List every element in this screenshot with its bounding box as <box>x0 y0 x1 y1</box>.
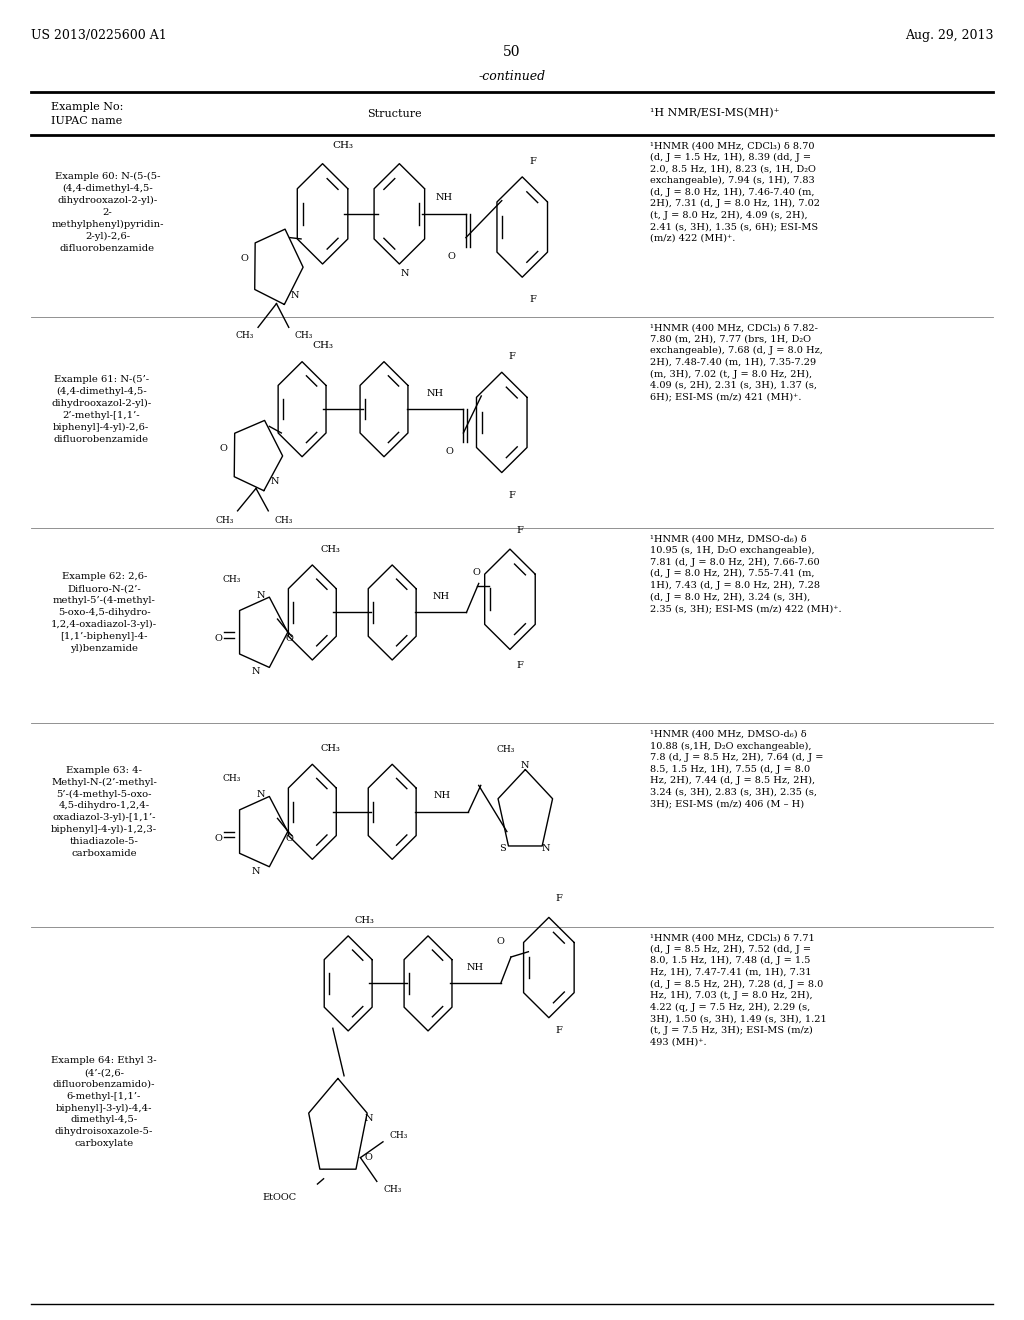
Text: Structure: Structure <box>367 108 422 119</box>
Text: Example 61: N-(5’-
(4,4-dimethyl-4,5-
dihydrooxazol-2-yl)-
2’-methyl-[1,1’-
biph: Example 61: N-(5’- (4,4-dimethyl-4,5- di… <box>51 375 152 444</box>
Text: O: O <box>445 447 453 455</box>
Text: N: N <box>257 591 265 599</box>
Text: F: F <box>509 491 515 499</box>
Text: CH₃: CH₃ <box>236 331 254 339</box>
Text: N: N <box>365 1114 373 1122</box>
Text: ¹HNMR (400 MHz, CDCl₃) δ 7.82-
7.80 (m, 2H), 7.77 (brs, 1H, D₂O
exchangeable), 7: ¹HNMR (400 MHz, CDCl₃) δ 7.82- 7.80 (m, … <box>650 323 823 401</box>
Text: S: S <box>500 845 506 853</box>
Text: O: O <box>214 834 222 842</box>
Text: O: O <box>214 635 222 643</box>
Text: NH: NH <box>432 593 450 601</box>
Text: N: N <box>521 762 529 770</box>
Text: O: O <box>497 937 505 945</box>
Text: N: N <box>257 791 265 799</box>
Text: 50: 50 <box>503 45 521 59</box>
Text: Example 62: 2,6-
Difluoro-N-(2’-
methyl-5’-(4-methyl-
5-oxo-4,5-dihydro-
1,2,4-o: Example 62: 2,6- Difluoro-N-(2’- methyl-… <box>51 573 158 652</box>
Text: F: F <box>509 352 515 360</box>
Text: N: N <box>252 668 260 676</box>
Text: O: O <box>473 569 480 577</box>
Text: CH₃: CH₃ <box>222 775 241 783</box>
Text: O: O <box>241 255 249 263</box>
Text: ¹HNMR (400 MHz, DMSO-d₆) δ
10.95 (s, 1H, D₂O exchangeable),
7.81 (d, J = 8.0 Hz,: ¹HNMR (400 MHz, DMSO-d₆) δ 10.95 (s, 1H,… <box>650 535 842 614</box>
Text: F: F <box>529 157 536 165</box>
Text: CH₃: CH₃ <box>312 342 333 350</box>
Text: Example 63: 4-
Methyl-N-(2’-methyl-
5’-(4-methyl-5-oxo-
4,5-dihydro-1,2,4-
oxadi: Example 63: 4- Methyl-N-(2’-methyl- 5’-(… <box>51 766 158 858</box>
Text: CH₃: CH₃ <box>274 516 293 524</box>
Text: NH: NH <box>433 792 451 800</box>
Text: ¹HNMR (400 MHz, CDCl₃) δ 7.71
(d, J = 8.5 Hz, 2H), 7.52 (dd, J =
8.0, 1.5 Hz, 1H: ¹HNMR (400 MHz, CDCl₃) δ 7.71 (d, J = 8.… <box>650 933 827 1047</box>
Text: N: N <box>252 867 260 875</box>
Text: NH: NH <box>467 964 483 972</box>
Text: CH₃: CH₃ <box>321 744 341 752</box>
Text: -continued: -continued <box>478 70 546 83</box>
Text: Example 60: N-(5-(5-
(4,4-dimethyl-4,5-
dihydrooxazol-2-yl)-
2-
methylphenyl)pyr: Example 60: N-(5-(5- (4,4-dimethyl-4,5- … <box>51 172 164 253</box>
Text: CH₃: CH₃ <box>384 1185 402 1193</box>
Text: CH₃: CH₃ <box>215 516 233 524</box>
Text: NH: NH <box>435 194 453 202</box>
Text: O: O <box>286 834 294 842</box>
Text: CH₃: CH₃ <box>354 916 375 924</box>
Text: O: O <box>447 252 456 260</box>
Text: ¹HNMR (400 MHz, CDCl₃) δ 8.70
(d, J = 1.5 Hz, 1H), 8.39 (dd, J =
2.0, 8.5 Hz, 1H: ¹HNMR (400 MHz, CDCl₃) δ 8.70 (d, J = 1.… <box>650 141 820 243</box>
Text: Example No:
IUPAC name: Example No: IUPAC name <box>51 102 124 125</box>
Text: EtOOC: EtOOC <box>263 1193 297 1201</box>
Text: F: F <box>529 296 536 304</box>
Text: N: N <box>542 845 550 853</box>
Text: F: F <box>556 1027 562 1035</box>
Text: ¹H NMR/ESI-MS(MH)⁺: ¹H NMR/ESI-MS(MH)⁺ <box>650 108 779 119</box>
Text: CH₃: CH₃ <box>333 141 353 149</box>
Text: ¹HNMR (400 MHz, DMSO-d₆) δ
10.88 (s,1H, D₂O exchangeable),
7.8 (d, J = 8.5 Hz, 2: ¹HNMR (400 MHz, DMSO-d₆) δ 10.88 (s,1H, … <box>650 730 823 808</box>
Text: O: O <box>219 445 227 453</box>
Text: N: N <box>400 269 409 277</box>
Text: Example 64: Ethyl 3-
(4’-(2,6-
difluorobenzamido)-
6-methyl-[1,1’-
biphenyl]-3-y: Example 64: Ethyl 3- (4’-(2,6- difluorob… <box>51 1056 157 1148</box>
Text: N: N <box>291 292 299 300</box>
Text: Aug. 29, 2013: Aug. 29, 2013 <box>905 29 993 42</box>
Text: F: F <box>556 895 562 903</box>
Text: NH: NH <box>426 389 443 397</box>
Text: O: O <box>286 635 294 643</box>
Text: CH₃: CH₃ <box>497 746 515 754</box>
Text: F: F <box>517 661 523 669</box>
Text: N: N <box>270 478 279 486</box>
Text: CH₃: CH₃ <box>295 331 313 339</box>
Text: CH₃: CH₃ <box>222 576 241 583</box>
Text: CH₃: CH₃ <box>389 1131 408 1139</box>
Text: CH₃: CH₃ <box>321 545 341 553</box>
Text: O: O <box>365 1154 373 1162</box>
Text: F: F <box>517 527 523 535</box>
Text: US 2013/0225600 A1: US 2013/0225600 A1 <box>31 29 167 42</box>
